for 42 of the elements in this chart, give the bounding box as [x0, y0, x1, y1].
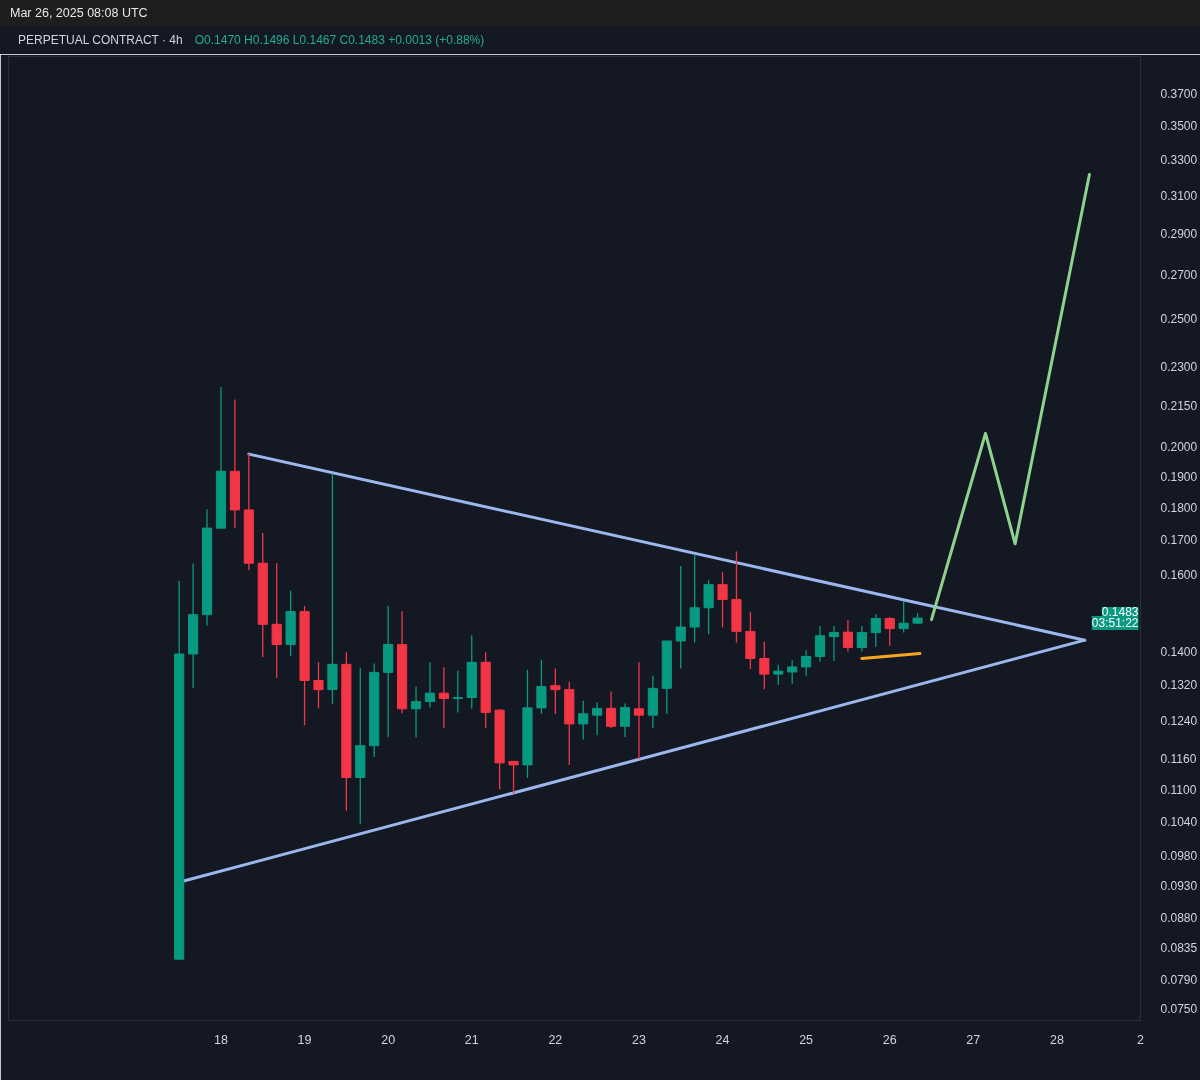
y-tick-label: 0.2500 [1160, 312, 1198, 327]
y-tick-label: 0.3700 [1160, 87, 1198, 102]
y-tick-label: 0.3500 [1160, 119, 1198, 134]
y-tick-label: 0.1160 [1160, 752, 1197, 767]
y-tick-label: 0.0880 [1160, 910, 1198, 925]
y-tick-label: 0.1240 [1160, 714, 1198, 729]
x-tick-label: 2 [1137, 1032, 1145, 1047]
x-tick-label: 18 [214, 1032, 228, 1047]
y-tick-label: 0.1400 [1160, 644, 1198, 659]
y-tick-label: 0.1600 [1160, 568, 1198, 583]
x-tick-label: 24 [715, 1032, 730, 1047]
y-tick-label: 0.0790 [1160, 972, 1198, 987]
x-tick-label: 28 [1049, 1032, 1064, 1047]
y-tick-label: 0.2150 [1160, 398, 1198, 413]
chart-title: PERPETUAL CONTRACT · 4h [18, 33, 183, 47]
y-tick-label: 0.0835 [1160, 940, 1198, 955]
y-tick-label: 0.2700 [1160, 268, 1198, 283]
y-tick-label: 0.1100 [1160, 782, 1197, 797]
x-tick-label: 23 [631, 1032, 646, 1047]
y-tick-label: 0.3100 [1160, 188, 1198, 203]
x-tick-label: 20 [381, 1032, 396, 1047]
x-tick-label: 27 [966, 1032, 981, 1047]
y-tick-label: 0.2000 [1160, 440, 1198, 455]
x-tick-label: 25 [799, 1032, 814, 1047]
y-tick-label: 0.1800 [1160, 500, 1198, 515]
text: Mar 26, 2025 08:08 UTC [10, 5, 148, 22]
y-tick-label: 0.0930 [1160, 879, 1198, 894]
y-tick-label: 0.0750 [1160, 1002, 1198, 1017]
y-tick-label: 0.0980 [1160, 849, 1198, 864]
y-tick-label: 0.2300 [1160, 360, 1198, 375]
x-tick-label: 19 [297, 1032, 312, 1047]
y-tick-label: 0.1040 [1160, 815, 1198, 830]
y-tick-label: 0.1700 [1160, 533, 1198, 548]
y-tick-label: 0.2900 [1160, 227, 1198, 242]
y-tick-label: 0.1900 [1160, 469, 1198, 484]
x-tick-label: 26 [882, 1032, 897, 1047]
x-tick-label: 22 [548, 1032, 563, 1047]
y-tick-label: 0.1320 [1160, 678, 1198, 693]
y-tick-label: 0.3300 [1160, 153, 1198, 168]
text: O0.1470 H0.1496 L0.1467 C0.1483 +0.0013 (+0.88%) [194, 33, 485, 47]
x-tick-label: 21 [464, 1032, 479, 1047]
annotation: 03:51:22 [1091, 616, 1139, 631]
